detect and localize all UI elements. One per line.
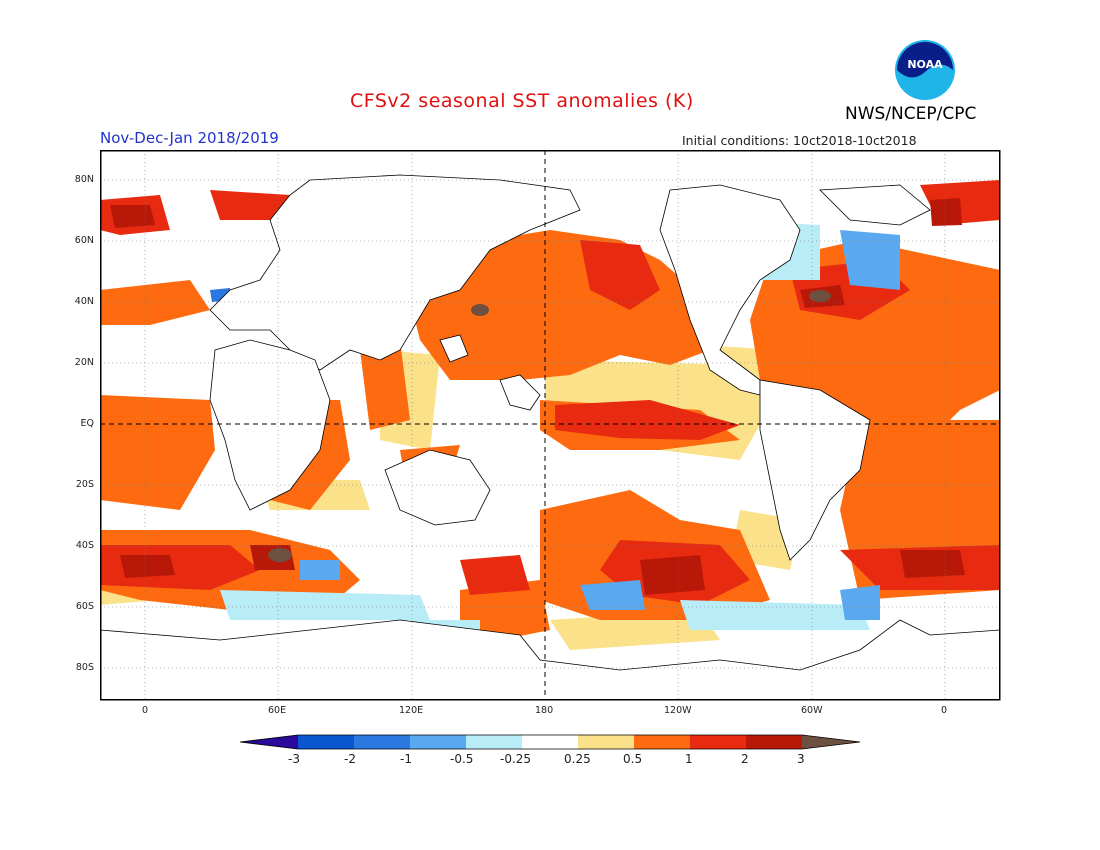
colorbar-label-05: 0.5 [623,752,643,766]
colorbar-outline [240,734,861,750]
colorbar-label-neg025: -0.25 [500,752,532,766]
colorbar-swatch-neg05-neg025 [466,735,522,749]
colorbar-swatch-2-3 [746,735,802,749]
colorbar-label-3: 3 [797,752,805,766]
lat-tick-80s: 80S [75,662,94,673]
initial-conditions: Initial conditions: 10ct2018-10ct2018 [682,133,917,148]
reference-lines [100,150,1000,700]
lat-tick-60s: 60S [75,601,94,612]
colorbar-swatch-neg1-neg05 [410,735,466,749]
logo-bird [897,42,953,78]
colorbar-swatch-neutral [522,735,578,749]
colorbar-swatch-025-05 [578,735,634,749]
colorbar-label-2: 2 [741,752,749,766]
lon-tick-0-east: 0 [941,705,948,716]
anomaly-neg-0.5-neg-1 [300,230,900,620]
colorbar-swatch-05-1 [634,735,690,749]
colorbar [240,734,861,750]
lat-tick-40s: 40S [75,540,94,551]
forecast-period: Nov-Dec-Jan 2018/2019 [100,129,279,147]
colorbar-label-025: 0.25 [564,752,591,766]
colorbar-label-neg05: -0.5 [450,752,474,766]
lon-tick-60e: 60E [268,705,287,716]
lat-tick-60n: 60N [74,235,94,246]
colorbar-label-1: 1 [685,752,693,766]
lon-tick-60w: 60W [801,705,823,716]
lat-tick-eq: EQ [80,418,94,429]
colorbar-label-neg2: -2 [344,752,356,766]
lon-tick-120w: 120W [664,705,692,716]
colorbar-swatch-neg3-neg2 [298,735,354,749]
lat-tick-20s: 20S [75,479,94,490]
land-masses [100,174,1000,700]
lon-tick-0: 0 [142,705,149,716]
noaa-logo: NOAA [895,40,955,100]
lat-tick-20n: 20N [74,357,94,368]
colorbar-label-neg3: -3 [288,752,300,766]
colorbar-swatch-1-2 [690,735,746,749]
agency-label: NWS/NCEP/CPC [845,104,977,124]
colorbar-swatch-neg2-neg1 [354,735,410,749]
map-frame [100,150,1001,701]
lat-tick-80n: 80N [74,174,94,185]
sst-anomaly-map [100,150,1001,701]
colorbar-label-neg1: -1 [400,752,412,766]
chart-title: CFSv2 seasonal SST anomalies (K) [350,90,694,112]
lat-tick-40n: 40N [74,296,94,307]
colorbar-swatch-below-neg3 [240,735,298,749]
lon-tick-120e: 120E [399,705,424,716]
anomaly-above-3 [268,290,831,562]
colorbar-swatch-above-3 [802,735,860,749]
logo-text: NOAA [907,58,943,71]
lon-tick-180: 180 [535,705,554,716]
